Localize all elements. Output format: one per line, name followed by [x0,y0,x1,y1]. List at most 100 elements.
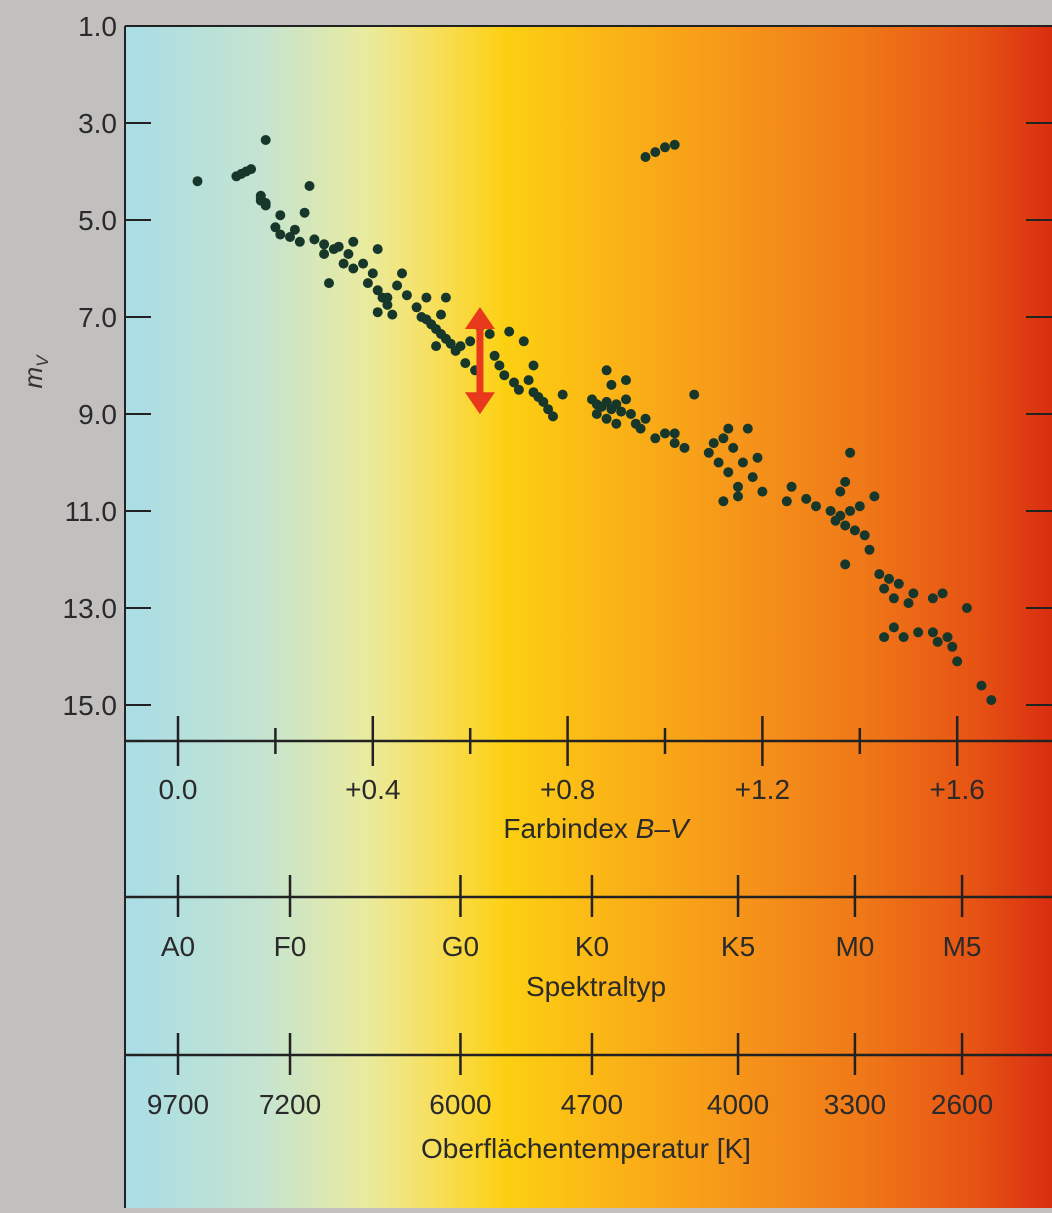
data-point [261,198,271,208]
x-tick-label: +1.6 [930,774,985,805]
data-point [840,559,850,569]
data-point [943,632,953,642]
data-point [621,375,631,385]
data-point [368,268,378,278]
data-point [884,574,894,584]
data-point [680,443,690,453]
data-point [865,545,875,555]
data-point [348,237,358,247]
data-point [709,438,719,448]
data-point [373,307,383,317]
data-point [782,496,792,506]
spectral-tick-label: K0 [575,931,609,962]
data-point [529,361,539,371]
data-point [348,264,358,274]
data-point [519,336,529,346]
data-point [855,501,865,511]
data-point [947,642,957,652]
data-point [977,681,987,691]
x-axis-label-plain: Farbindex [503,813,635,844]
spectral-axis-label: Spektraltyp [526,971,666,1002]
data-point [908,588,918,598]
data-point [548,411,558,421]
data-point [373,244,383,254]
x-axis-label: Farbindex B–V [503,813,691,844]
data-point [714,458,724,468]
data-point [801,494,811,504]
data-point [602,365,612,375]
data-point [826,506,836,516]
y-tick-label: 5.0 [78,205,117,236]
data-point [889,593,899,603]
data-point [485,329,495,339]
data-point [402,290,412,300]
temperature-tick-label: 9700 [147,1089,209,1120]
y-tick-label: 11.0 [65,496,117,527]
data-point [626,409,636,419]
data-point [436,310,446,320]
data-point [499,370,509,380]
data-point [494,361,504,371]
data-point [670,428,680,438]
data-point [787,482,797,492]
spectral-tick-label: M5 [943,931,982,962]
data-point [387,310,397,320]
data-point [874,569,884,579]
data-point [840,521,850,531]
data-point [738,458,748,468]
data-point [611,419,621,429]
data-point [636,424,646,434]
data-point [811,501,821,511]
data-point [616,407,626,417]
x-tick-label: 0.0 [159,774,198,805]
x-tick-label: +0.4 [345,774,400,805]
data-point [845,448,855,458]
y-tick-label: 3.0 [78,108,117,139]
data-point [704,448,714,458]
data-point [913,627,923,637]
data-point [431,341,441,351]
data-point [835,511,845,521]
data-point [670,438,680,448]
data-point [305,181,315,191]
data-point [602,414,612,424]
data-point [412,302,422,312]
temperature-tick-label: 2600 [931,1089,993,1120]
y-tick-label: 9.0 [78,399,117,430]
temperature-axis-label: Oberflächentemperatur [K] [421,1133,751,1164]
spectral-tick-label: F0 [274,931,307,962]
data-point [650,433,660,443]
data-point [670,140,680,150]
data-point [723,467,733,477]
y-tick-label: 7.0 [78,302,117,333]
data-point [753,453,763,463]
data-point [728,443,738,453]
data-point [363,278,373,288]
y-tick-label: 15.0 [63,690,118,721]
x-tick-label: +0.8 [540,774,595,805]
data-point [733,491,743,501]
spectral-tick-label: K5 [721,931,755,962]
data-point [723,424,733,434]
data-point [835,487,845,497]
y-tick-label: 13.0 [63,593,118,624]
data-point [524,375,534,385]
data-point [382,293,392,303]
data-point [451,346,461,356]
data-point [718,433,728,443]
spectral-tick-label: G0 [442,931,479,962]
data-point [300,208,310,218]
data-point [465,336,475,346]
data-point [869,491,879,501]
data-point [850,525,860,535]
data-point [334,242,344,252]
spectral-tick-label: M0 [835,931,874,962]
data-point [339,259,349,269]
x-tick-label: +1.2 [735,774,790,805]
data-point [193,176,203,186]
temperature-tick-label: 4000 [707,1089,769,1120]
data-point [986,695,996,705]
data-point [894,579,904,589]
data-point [879,584,889,594]
data-point [309,234,319,244]
